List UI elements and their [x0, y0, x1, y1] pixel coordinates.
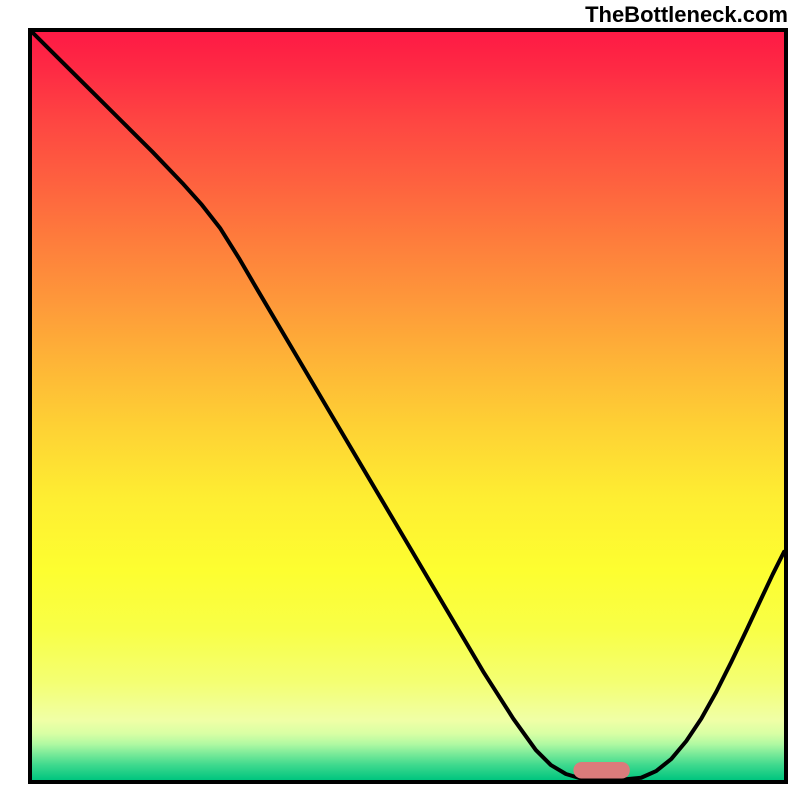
plot-area: [28, 28, 788, 784]
chart-image: { "chart": { "type": "line", "watermark"…: [0, 0, 800, 800]
plot-svg: [28, 28, 788, 784]
minimum-marker: [573, 762, 629, 778]
watermark-text: TheBottleneck.com: [585, 4, 788, 26]
